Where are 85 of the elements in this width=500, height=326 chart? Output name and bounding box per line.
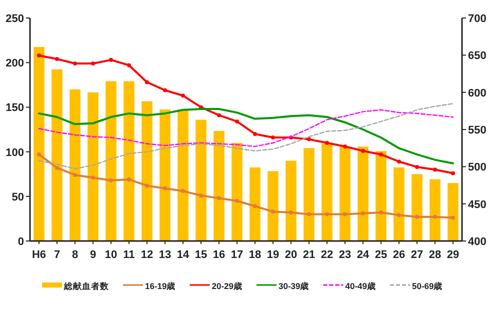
point	[163, 186, 167, 190]
point	[199, 194, 203, 198]
x-tick-label: 13	[158, 249, 172, 261]
y-tick-label: 250	[6, 13, 24, 25]
point	[271, 136, 275, 140]
point	[289, 210, 293, 214]
x-tick-label: 18	[248, 249, 262, 261]
point	[217, 113, 221, 118]
x-tick-label: 24	[356, 249, 370, 261]
point	[415, 214, 419, 219]
y2-tick-label: 450	[468, 198, 486, 211]
legend-label: 20-29歳	[212, 281, 242, 291]
point	[397, 160, 401, 164]
y-tick-label: 200	[6, 58, 24, 70]
y2-tick-label: 550	[468, 124, 486, 136]
x-tick-label: 26	[392, 249, 406, 261]
point	[127, 177, 131, 182]
x-tick-label: 9	[90, 249, 96, 261]
point	[73, 61, 77, 66]
point	[415, 164, 419, 169]
point	[127, 63, 131, 68]
point	[307, 137, 311, 142]
point	[379, 152, 383, 156]
x-tick-label: 17	[230, 249, 244, 261]
x-tick-label: 7	[54, 249, 60, 261]
point	[451, 171, 455, 176]
x-tick-label: 23	[338, 249, 352, 261]
y-tick-label: 150	[6, 102, 24, 114]
y2-tick-label: 650	[468, 50, 486, 62]
x-tick-label: 28	[428, 249, 442, 261]
point	[109, 58, 113, 62]
point	[145, 80, 149, 84]
legend-label: 40-49歳	[345, 281, 376, 291]
x-tick-label: 19	[266, 249, 280, 261]
point	[325, 140, 329, 145]
point	[253, 204, 257, 208]
line-series	[38, 109, 454, 148]
y2-tick-label: 500	[468, 162, 486, 174]
point	[361, 148, 365, 153]
x-tick-label: 29	[446, 249, 460, 261]
y-tick-label: 50	[12, 191, 24, 204]
y-tick-label: 100	[6, 146, 24, 159]
x-tick-label: H6	[32, 249, 46, 261]
point	[163, 88, 167, 92]
x-tick-label: 27	[410, 249, 424, 261]
x-tick-label: 22	[320, 249, 334, 261]
y2-tick-label: 400	[468, 236, 486, 248]
point	[343, 144, 347, 148]
x-tick-label: 11	[123, 249, 135, 261]
point	[55, 166, 59, 170]
point	[379, 210, 383, 214]
point	[433, 168, 437, 172]
point	[37, 152, 41, 156]
point	[37, 53, 41, 58]
point	[235, 198, 239, 203]
x-tick-label: 21	[302, 249, 316, 261]
point	[91, 61, 95, 66]
x-tick-label: 12	[140, 249, 154, 261]
x-tick-label: 10	[104, 249, 118, 261]
point	[181, 94, 185, 98]
x-tick-label: 14	[176, 249, 190, 261]
x-tick-label: 16	[212, 249, 226, 261]
point	[55, 57, 59, 62]
legend-label: 30-39歳	[278, 281, 310, 291]
point	[451, 216, 455, 220]
y2-tick-label: 700	[468, 13, 486, 25]
point	[217, 196, 221, 200]
legend-label: 総献血者数	[63, 281, 110, 291]
point	[181, 189, 185, 194]
point	[73, 172, 77, 177]
point	[91, 176, 95, 180]
legend-label: 16-19歳	[145, 281, 176, 291]
point	[397, 213, 401, 218]
legend-label: 50-69歳	[412, 281, 443, 291]
point	[145, 184, 149, 188]
y-tick-label: 0	[18, 236, 24, 248]
point	[253, 132, 257, 136]
x-tick-label: 15	[194, 249, 208, 261]
point	[271, 210, 275, 214]
point	[235, 119, 239, 124]
x-tick-label: 20	[284, 249, 298, 261]
x-tick-label: 8	[72, 249, 78, 261]
x-tick-label: 25	[374, 249, 388, 261]
y2-tick-label: 600	[468, 87, 486, 100]
point	[361, 211, 365, 216]
